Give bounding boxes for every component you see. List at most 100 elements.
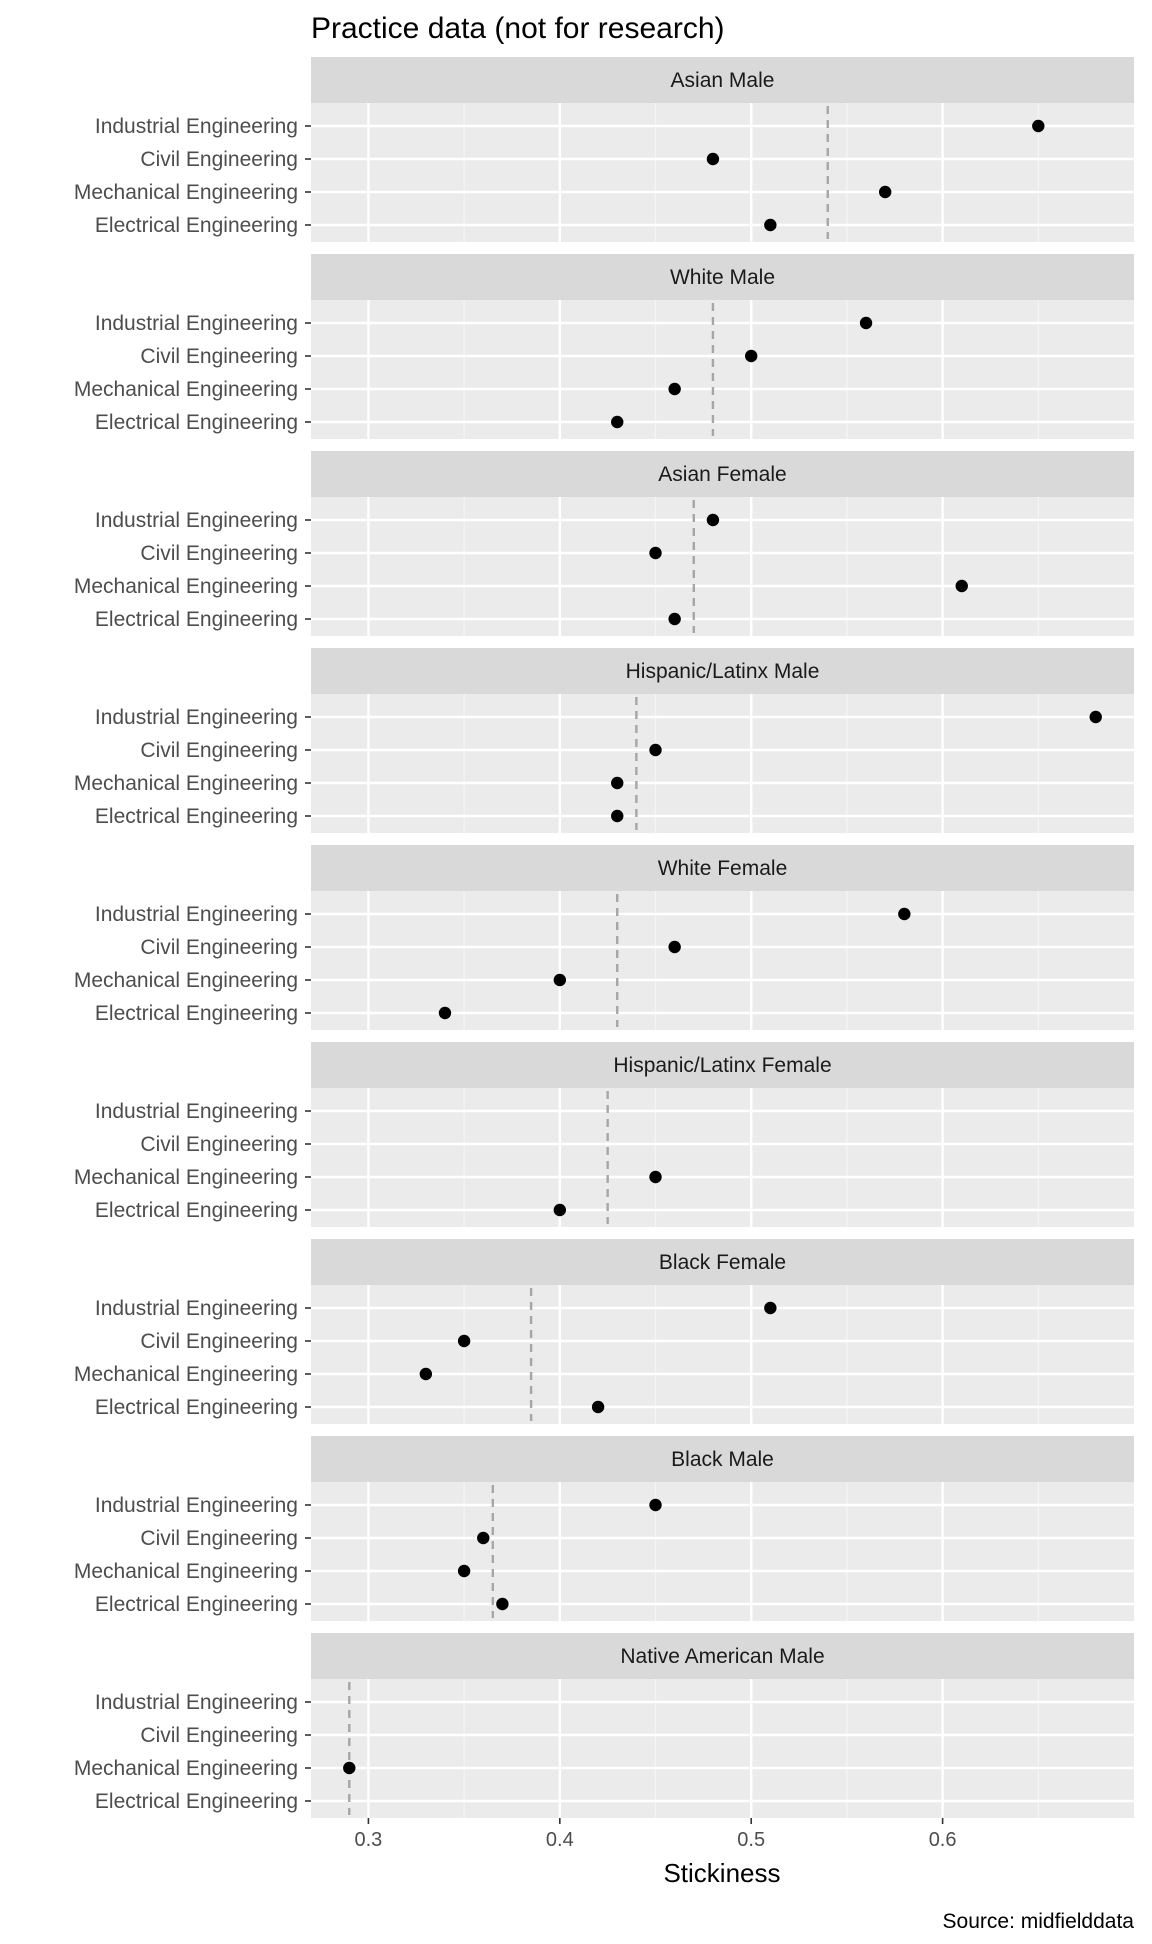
y-tick-label: Electrical Engineering [95, 1002, 298, 1025]
data-point [706, 513, 720, 527]
y-tick-label: Electrical Engineering [95, 1790, 298, 1813]
facet-strip [311, 254, 1134, 300]
y-tick-label: Electrical Engineering [95, 805, 298, 828]
facet-strip-label: Hispanic/Latinx Female [613, 1054, 831, 1077]
y-tick-label: Industrial Engineering [95, 509, 298, 532]
panels: Asian Male Industrial Engineering Civil En… [74, 57, 1134, 1818]
y-tick-label: Civil Engineering [140, 542, 298, 565]
facet-panel: Asian Male Industrial Engineering Civil En… [74, 57, 1134, 242]
y-tick-label: Mechanical Engineering [74, 1757, 298, 1780]
facet-panel: Hispanic/Latinx Male Industrial Engineeri… [74, 648, 1134, 833]
facet-panel: Black Male Industrial Engineering Civil En… [74, 1436, 1134, 1621]
panel-background [311, 1088, 1134, 1227]
facet-strip [311, 845, 1134, 891]
data-point [649, 546, 662, 560]
y-tick-label: Electrical Engineering [95, 411, 298, 434]
y-tick-label: Mechanical Engineering [74, 1560, 298, 1583]
panel-background [311, 300, 1134, 439]
data-point [859, 316, 873, 330]
panel-background [311, 1285, 1134, 1424]
y-tick-label: Electrical Engineering [95, 1396, 298, 1419]
data-point [611, 776, 624, 790]
panel-background [311, 891, 1134, 1030]
data-point [438, 1006, 452, 1020]
data-point [745, 349, 758, 363]
y-tick-label: Mechanical Engineering [74, 575, 298, 598]
data-point [591, 1400, 605, 1414]
facet-strip-label: White Female [658, 857, 788, 880]
data-point [611, 415, 624, 429]
data-point [611, 809, 624, 823]
x-axis-title: Stickiness [663, 1858, 780, 1888]
facet-strip-label: Asian Male [671, 69, 775, 92]
caption: Source: midfielddata [943, 1910, 1135, 1933]
y-tick-label: Civil Engineering [140, 148, 298, 171]
data-point [668, 382, 681, 396]
facet-strip-label: Black Female [659, 1251, 786, 1274]
y-tick-label: Civil Engineering [140, 345, 298, 368]
data-point [649, 743, 662, 757]
y-tick-label: Industrial Engineering [95, 903, 298, 926]
facet-panel: Black Female Industrial Engineering Civil … [74, 1239, 1134, 1424]
data-point [898, 907, 911, 921]
y-tick-label: Electrical Engineering [95, 214, 298, 237]
data-point [343, 1761, 356, 1775]
facet-strip-label: Asian Female [658, 463, 786, 486]
facet-strip [311, 1042, 1134, 1088]
panel-background [311, 103, 1134, 242]
data-point [496, 1597, 509, 1611]
facet-panel: White Female Industrial Engineering Civil … [74, 845, 1134, 1030]
facet-strip-label: Hispanic/Latinx Male [626, 660, 820, 683]
y-tick-label: Electrical Engineering [95, 1593, 298, 1616]
x-tick-label: 0.4 [546, 1829, 574, 1851]
data-point [553, 973, 567, 987]
data-point [668, 612, 681, 626]
panel-background [311, 1482, 1134, 1621]
y-tick-label: Industrial Engineering [95, 1100, 298, 1123]
y-tick-label: Civil Engineering [140, 936, 298, 959]
data-point [419, 1367, 433, 1381]
data-point [764, 218, 777, 232]
facet-panel: Native American Male Industrial Engineeri… [74, 1633, 1134, 1818]
y-tick-label: Electrical Engineering [95, 1199, 298, 1222]
chart-title: Practice data (not for research) [311, 12, 725, 45]
y-tick-label: Industrial Engineering [95, 312, 298, 335]
facet-strip-label: Native American Male [620, 1645, 824, 1668]
y-tick-label: Industrial Engineering [95, 115, 298, 138]
facet-strip [311, 1633, 1134, 1679]
facet-strip-label: White Male [670, 266, 775, 289]
y-tick-label: Industrial Engineering [95, 706, 298, 729]
x-tick-label: 0.6 [929, 1829, 957, 1851]
panel-background [311, 1679, 1134, 1818]
y-tick-label: Civil Engineering [140, 739, 298, 762]
data-point [1089, 710, 1102, 724]
y-tick-label: Mechanical Engineering [74, 1166, 298, 1189]
y-tick-label: Mechanical Engineering [74, 969, 298, 992]
x-tick-label: 0.5 [737, 1829, 765, 1851]
facet-strip [311, 57, 1134, 103]
facet-panel: White Male Industrial Engineering Civil En… [74, 254, 1134, 439]
data-point [706, 152, 720, 166]
y-tick-label: Mechanical Engineering [74, 181, 298, 204]
panel-background [311, 694, 1134, 833]
y-tick-label: Civil Engineering [140, 1527, 298, 1550]
y-tick-label: Electrical Engineering [95, 608, 298, 631]
panel-background [311, 497, 1134, 636]
data-point [649, 1170, 662, 1184]
facet-panel: Asian Female Industrial Engineering Civil … [74, 451, 1134, 636]
y-tick-label: Mechanical Engineering [74, 378, 298, 401]
facet-strip-label: Black Male [671, 1448, 774, 1471]
data-point [457, 1564, 471, 1578]
y-tick-label: Mechanical Engineering [74, 772, 298, 795]
facet-strip [311, 1239, 1134, 1285]
y-tick-label: Industrial Engineering [95, 1691, 298, 1714]
y-tick-label: Civil Engineering [140, 1330, 298, 1353]
data-point [955, 579, 968, 593]
data-point [649, 1498, 662, 1512]
facet-strip [311, 1436, 1134, 1482]
y-tick-label: Civil Engineering [140, 1724, 298, 1747]
x-axis: 0.3 0.4 0.5 0.6 [355, 1818, 957, 1851]
facet-strip [311, 648, 1134, 694]
data-point [1032, 119, 1045, 133]
